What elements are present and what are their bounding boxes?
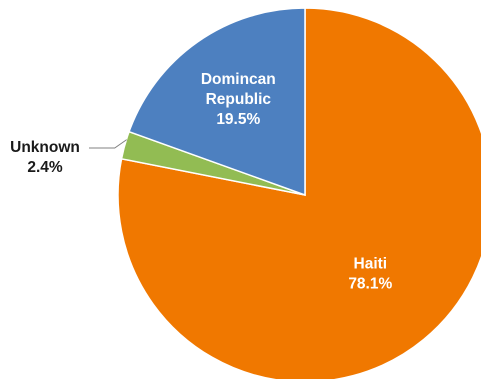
pie-labels: Haiti 78.1% Unknown 2.4% Domincan Republic 19.… <box>10 71 392 292</box>
pie-slices <box>117 7 481 383</box>
data-label-percent-domincan-republic: 19.5% <box>216 111 260 128</box>
data-label-name-domincan-republic: Domincan <box>201 71 276 88</box>
leader-lines <box>89 139 127 149</box>
data-label-percent-haiti: 78.1% <box>348 276 392 293</box>
pie-slice-domincan-republic <box>128 7 306 197</box>
pie-slice-haiti <box>117 7 481 383</box>
data-label-name-domincan-republic: Republic <box>206 91 272 108</box>
data-label-name-unknown: Unknown <box>10 139 80 156</box>
leader-line-unknown <box>89 139 127 149</box>
data-label-percent-unknown: 2.4% <box>27 159 63 176</box>
data-label-name-haiti: Haiti <box>354 256 388 273</box>
